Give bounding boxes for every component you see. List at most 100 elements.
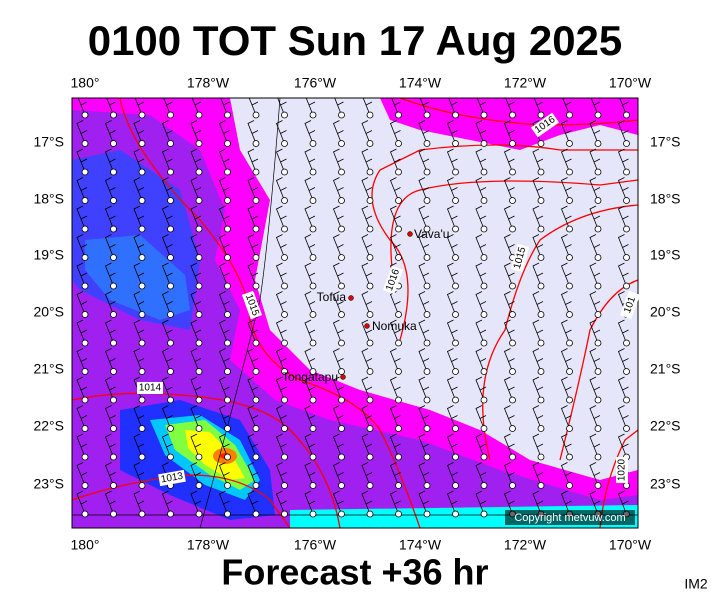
isobar-label-bg	[158, 469, 186, 487]
barb-station	[594, 111, 602, 119]
map-frame	[71, 97, 639, 529]
barb-station	[509, 225, 516, 233]
barb-station	[309, 510, 317, 518]
barb-staff	[532, 148, 544, 173]
wind-barb	[133, 490, 146, 518]
wind-barb	[76, 291, 89, 318]
barb-staff	[475, 120, 487, 144]
wind-barb	[532, 205, 545, 233]
barb-station	[281, 111, 288, 119]
barb-staff	[247, 262, 259, 287]
barb-station	[252, 111, 260, 119]
wind-barb	[503, 177, 516, 204]
barb-staff	[475, 177, 487, 201]
barb-station	[366, 197, 374, 204]
barb-staff	[389, 177, 401, 201]
barb-station	[623, 168, 630, 176]
wind-barb	[334, 98, 345, 119]
barb-station	[281, 140, 288, 147]
barb-staff	[218, 405, 230, 429]
barb-staff	[218, 262, 230, 287]
barb-staff	[104, 319, 116, 344]
barb-station	[81, 225, 89, 233]
barb-staff	[332, 205, 344, 230]
barb-staff	[332, 433, 344, 458]
barb-staff	[589, 405, 601, 429]
barb-station	[110, 482, 117, 489]
barb-station	[224, 339, 231, 347]
barb-staff	[76, 177, 88, 201]
barb-staff	[304, 405, 316, 429]
barb-staff	[533, 98, 544, 116]
wind-barb	[275, 433, 288, 461]
barb-station	[281, 225, 288, 233]
barb-staff	[560, 405, 572, 429]
barb-station	[594, 197, 602, 204]
barb-staff	[218, 376, 230, 401]
barb-station	[195, 140, 203, 147]
barb-staff	[418, 319, 430, 344]
wind-barb	[532, 291, 545, 318]
barb-station	[537, 168, 545, 176]
barb-staff	[446, 319, 458, 344]
barb-station	[480, 282, 488, 290]
barb-staff	[389, 348, 401, 372]
barb-station	[423, 111, 431, 119]
barb-station	[366, 282, 374, 290]
barb-station	[509, 168, 516, 176]
barb-staff	[304, 376, 316, 401]
wind-barb	[247, 490, 260, 518]
wind-barb	[389, 234, 402, 261]
barb-staff	[304, 433, 316, 458]
barb-station	[281, 453, 288, 461]
wind-barb	[589, 376, 602, 404]
barb-staff	[104, 262, 116, 287]
barb-station	[480, 311, 488, 318]
wind-barb	[503, 205, 516, 233]
barb-staff	[104, 177, 116, 201]
barb-staff	[304, 120, 316, 144]
barb-station	[138, 111, 146, 119]
barb-station	[309, 254, 317, 261]
barb-station	[252, 282, 260, 290]
wind-barb	[133, 291, 146, 318]
barb-station	[167, 282, 174, 290]
barb-station	[338, 111, 345, 119]
barb-station	[309, 368, 317, 375]
barb-staff	[361, 376, 373, 401]
barb-staff	[76, 376, 88, 401]
barb-staff	[247, 433, 259, 458]
barb-staff	[448, 98, 458, 116]
barb-station	[423, 282, 431, 290]
barb-staff	[532, 205, 544, 230]
wind-barb	[332, 405, 345, 432]
barb-staff	[332, 319, 344, 344]
wind-barb	[446, 319, 459, 347]
barb-station	[138, 510, 146, 518]
wind-barb	[418, 433, 431, 461]
barb-staff	[218, 433, 230, 458]
wind-barb	[418, 319, 431, 347]
barb-station	[167, 339, 174, 347]
wind-barb	[418, 205, 431, 233]
barb-station	[509, 453, 516, 461]
barb-staff	[133, 490, 145, 515]
barb-staff	[190, 148, 202, 173]
barb-station	[167, 425, 174, 432]
barb-staff	[475, 262, 487, 287]
lat-label: 22°S	[33, 418, 64, 434]
wind-barb	[389, 433, 402, 461]
barb-staff	[560, 262, 572, 287]
barb-staff	[503, 319, 515, 344]
wind-barb	[190, 291, 203, 318]
wind-barb	[247, 348, 260, 375]
wind-barb	[475, 319, 488, 347]
barb-station	[167, 453, 174, 461]
barb-station	[509, 396, 516, 404]
wind-barb	[389, 205, 402, 233]
barb-station	[480, 197, 488, 204]
wind-barb	[475, 433, 488, 461]
barb-staff	[389, 433, 401, 458]
barb-station	[395, 168, 402, 176]
barb-station	[309, 339, 317, 347]
